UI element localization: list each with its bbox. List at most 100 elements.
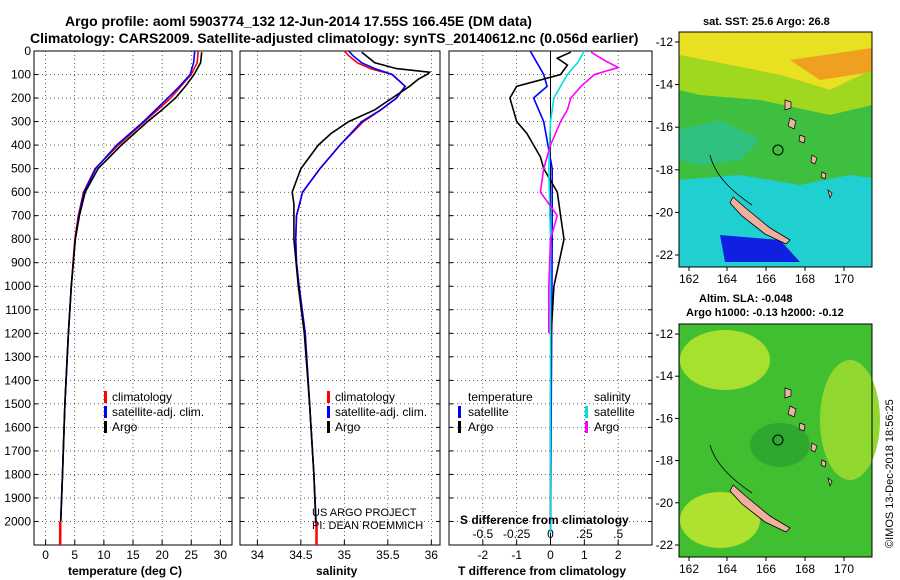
legend-title-salinity: salinity <box>594 390 631 404</box>
lat-tick-label: -20 <box>656 205 674 219</box>
salinity-axes-frame <box>239 50 441 546</box>
legend-title-temperature: temperature <box>468 390 533 404</box>
pi-annotation: PI: DEAN ROEMMICH <box>312 520 423 532</box>
temperature-xtick-label: 20 <box>155 548 169 562</box>
argo-float-marker <box>772 434 784 446</box>
temperature-series-satellite-adj-clim- <box>59 50 196 534</box>
credit: ©IMOS 13-Dec-2018 18:56:25 <box>884 399 896 548</box>
sla-map-title-line2: Argo h1000: -0.13 h2000: -0.12 <box>686 307 844 319</box>
lon-tick-label: 170 <box>834 562 854 576</box>
legend-swatch-satellite <box>327 406 330 418</box>
temperature-xtick-label: 0 <box>42 548 49 562</box>
salinity-xtick-label: 35 <box>338 548 352 562</box>
temperature-panel: 0 5 10 15 20 25 300100200300400500600700800900… <box>4 44 233 562</box>
s-difference-tick-label: .5 <box>613 527 623 541</box>
lon-tick-label: 170 <box>834 272 854 286</box>
depth-tick-label: 1900 <box>4 491 31 505</box>
temperature-xtick-label: 5 <box>71 548 78 562</box>
temperature-series-argo <box>60 52 203 522</box>
difference-series-salinity-satellite <box>547 50 585 534</box>
depth-tick-label: 300 <box>11 115 31 129</box>
difference-series-temperature-satellite <box>529 50 554 534</box>
reef-outline <box>709 444 753 494</box>
title-line2: Climatology: CARS2009. Satellite-adjuste… <box>30 30 638 46</box>
salinity-xlabel: salinity <box>316 564 358 578</box>
sla-map <box>678 323 880 558</box>
difference-xtick-label: -2 <box>477 548 488 562</box>
depth-tick-label: 200 <box>11 91 31 105</box>
lon-tick-label: 162 <box>679 562 699 576</box>
legend-swatch-argo <box>327 421 330 433</box>
lat-tick-label: -16 <box>656 411 674 425</box>
temperature-xtick-label: 15 <box>126 548 140 562</box>
project-annotation: US ARGO PROJECT <box>312 507 417 519</box>
depth-tick-label: 100 <box>11 68 31 82</box>
depth-tick-label: 1600 <box>4 420 31 434</box>
sst-map <box>678 31 873 268</box>
lat-tick-label: -22 <box>656 248 674 262</box>
depth-tick-label: 2000 <box>4 514 31 528</box>
argo-float-marker <box>772 144 784 156</box>
lat-tick-label: -14 <box>656 369 674 383</box>
lat-tick-label: -16 <box>656 120 674 134</box>
vanuatu-islands <box>784 99 833 200</box>
depth-tick-label: 1200 <box>4 326 31 340</box>
sla-high-patch <box>680 492 760 548</box>
legend-swatch-t-satellite <box>458 406 461 418</box>
lat-tick-label: -12 <box>656 327 674 341</box>
depth-tick-label: 1700 <box>4 444 31 458</box>
legend-label-climatology: climatology <box>335 390 395 404</box>
sst-transition-band <box>679 55 872 115</box>
difference-xtick-label: 2 <box>615 548 622 562</box>
legend-swatch-satellite <box>104 406 107 418</box>
new-caledonia-land <box>729 484 791 533</box>
depth-tick-label: 1500 <box>4 397 31 411</box>
lon-tick-label: 168 <box>795 272 815 286</box>
salinity-xtick-label: 34 <box>251 548 265 562</box>
legend-swatch-s-satellite <box>585 406 588 418</box>
vanuatu-islands <box>784 387 833 488</box>
sla-high-patch <box>820 360 880 480</box>
temperature-xtick-label: 10 <box>97 548 111 562</box>
depth-tick-label: 1400 <box>4 373 31 387</box>
depth-tick-label: 1800 <box>4 467 31 481</box>
legend-label-argo: Argo <box>335 420 361 434</box>
legend-label-climatology: climatology <box>112 390 172 404</box>
depth-tick-label: 1000 <box>4 279 31 293</box>
lat-tick-label: -20 <box>656 496 674 510</box>
temperature-xlabel: temperature (deg C) <box>68 564 182 578</box>
lon-tick-label: 166 <box>756 562 776 576</box>
salinity-series-climatology <box>294 50 407 534</box>
s-difference-tick-label: -0.5 <box>472 527 493 541</box>
lat-tick-label: -18 <box>656 163 674 177</box>
difference-xtick-label: -1 <box>511 548 522 562</box>
temperature-xtick-label: 25 <box>185 548 199 562</box>
legend-label-s-satellite: satellite <box>594 405 635 419</box>
salinity-panel: 34 34.5 35 35.5 36 <box>239 50 441 562</box>
sla-map-title-line1: Altim. SLA: -0.048 <box>699 293 793 305</box>
depth-tick-label: 400 <box>11 138 31 152</box>
salinity-xtick-label: 36 <box>425 548 439 562</box>
legend-swatch-s-argo <box>585 421 588 433</box>
lat-tick-label: -12 <box>656 35 674 49</box>
depth-tick-label: 0 <box>24 44 31 58</box>
depth-tick-label: 900 <box>11 256 31 270</box>
difference-xlabel-top: S difference from climatology <box>460 513 629 527</box>
temperature-legend: climatology satellite-adj. clim. Argo <box>104 390 204 434</box>
depth-tick-label: 1100 <box>5 303 31 317</box>
difference-xlabel: T difference from climatology <box>458 564 626 578</box>
legend-swatch-t-argo <box>458 421 461 433</box>
difference-legend: temperature satellite Argo salinity sate… <box>458 390 635 434</box>
difference-xtick-label: 1 <box>581 548 588 562</box>
salinity-xtick-label: 34.5 <box>289 548 313 562</box>
sla-high-patch <box>680 330 770 390</box>
depth-tick-label: 800 <box>11 232 31 246</box>
lon-tick-label: 168 <box>795 562 815 576</box>
map-ticks: 162 164 166 168 170 -12 -14 -16 -18 -20 -22 162 164 1… <box>656 35 855 576</box>
legend-swatch-argo <box>104 421 107 433</box>
s-difference-tick-label: .25 <box>576 527 593 541</box>
s-difference-tick-label: -0.25 <box>503 527 531 541</box>
lon-tick-label: 164 <box>717 272 737 286</box>
